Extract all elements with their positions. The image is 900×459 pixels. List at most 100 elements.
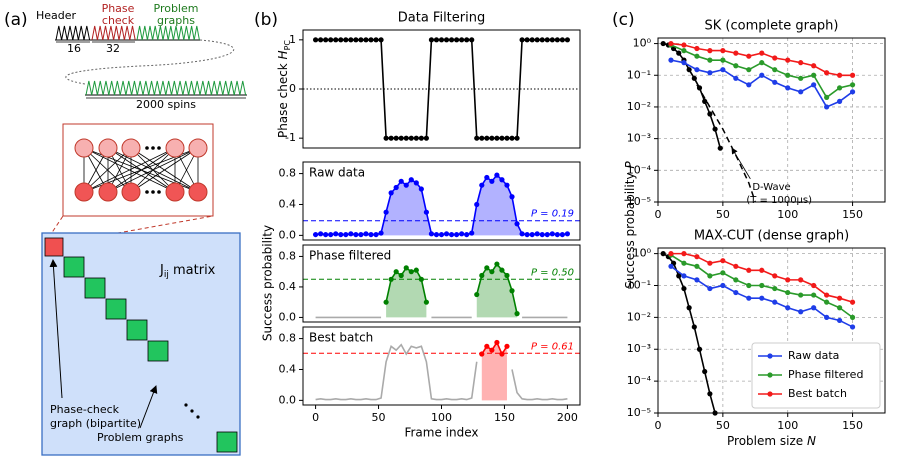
marker: [393, 184, 399, 191]
zoom-line: [44, 215, 64, 244]
y-tick-label: 1: [289, 33, 296, 46]
marker: [333, 231, 339, 237]
phase-pulse: [123, 25, 131, 41]
marker: [686, 305, 692, 311]
panel-inset-label: Best batch: [309, 331, 373, 345]
marker: [720, 282, 726, 289]
marker: [707, 111, 713, 117]
problem-block: [147, 340, 169, 362]
marker: [368, 231, 374, 238]
marker: [785, 305, 791, 311]
line: [670, 59, 854, 108]
marker: [559, 231, 565, 238]
edge: [107, 147, 199, 193]
marker: [759, 72, 765, 78]
axes-frame: [302, 244, 581, 323]
marker: [448, 231, 455, 238]
marker: [353, 231, 359, 238]
marker: [849, 314, 856, 320]
marker: [798, 277, 804, 283]
y-tick-label: 10⁰: [633, 37, 652, 50]
x-tick-label: 200: [557, 411, 578, 424]
marker: [694, 45, 700, 52]
marker: [474, 291, 480, 298]
x-tick-label: 50: [372, 411, 386, 424]
problem-pulse: [146, 25, 154, 41]
problem-pulse: [228, 80, 235, 96]
marker: [746, 295, 752, 301]
header-pulse: [77, 25, 85, 41]
ellipsis: [184, 403, 188, 407]
marker: [428, 231, 435, 237]
y-tick-label: 10⁻²: [627, 310, 651, 323]
ellipsis: [196, 415, 200, 419]
problem-pulse: [183, 25, 190, 41]
marker: [408, 177, 414, 183]
marker: [489, 269, 495, 275]
marker: [338, 37, 344, 43]
marker: [733, 289, 739, 296]
problem-block: [84, 277, 106, 299]
y-tick-label: 10⁻⁴: [627, 163, 652, 176]
y-axis-label-part: H: [276, 50, 290, 59]
marker: [454, 37, 460, 43]
marker: [798, 292, 804, 298]
header-length: 16: [67, 42, 81, 55]
marker: [660, 251, 666, 257]
marker: [544, 37, 550, 43]
y-tick-label: 10⁻⁵: [627, 195, 651, 208]
x-axis-label-part: N: [807, 434, 816, 448]
phase-pulse: [129, 25, 136, 41]
problem-pulse: [85, 80, 93, 96]
y-tick-label: 0: [289, 82, 296, 95]
marker: [549, 37, 555, 43]
marker: [469, 37, 475, 43]
x-tick-label: 150: [494, 411, 515, 424]
marker: [720, 57, 726, 63]
marker: [676, 273, 682, 279]
marker: [746, 267, 752, 273]
reference-label: P = 0.61: [531, 341, 574, 352]
marker: [519, 37, 525, 43]
marker: [694, 67, 700, 73]
problem-pulse: [153, 80, 161, 96]
problem-pulse: [193, 80, 201, 96]
marker: [509, 288, 515, 294]
marker: [681, 285, 687, 292]
marker: [772, 67, 778, 73]
x-axis-label-part: Problem size: [727, 434, 807, 448]
marker: [702, 368, 708, 375]
marker: [484, 174, 490, 181]
header-pulse: [55, 25, 63, 41]
marker: [373, 37, 379, 43]
y-tick-label: 10⁻⁵: [627, 406, 651, 419]
marker: [746, 67, 752, 73]
marker: [696, 346, 703, 352]
marker: [733, 263, 739, 269]
marker: [707, 273, 713, 279]
phase-pulse: [102, 25, 109, 41]
marker: [328, 231, 334, 238]
marker: [668, 263, 674, 269]
problem-pulse: [171, 80, 178, 96]
y-tick-label: 10⁻¹: [627, 278, 651, 291]
marker: [524, 37, 530, 43]
legend-label: Phase filtered: [788, 368, 863, 381]
marker: [686, 67, 692, 73]
problem-pulse: [131, 80, 138, 96]
problem-pulse: [165, 80, 172, 96]
marker: [489, 135, 495, 141]
chart-title: Data Filtering: [398, 11, 485, 26]
marker: [837, 295, 843, 301]
annotation: D-Wave: [752, 182, 790, 193]
y-tick-label: 0.0: [279, 228, 297, 241]
marker: [343, 37, 349, 43]
marker: [772, 273, 778, 279]
marker: [720, 48, 726, 54]
marker: [811, 292, 817, 298]
reference-label: P = 0.19: [531, 209, 574, 220]
problem-pulse: [159, 80, 167, 96]
marker: [363, 231, 369, 237]
y-axis-label: Success probability P: [623, 161, 637, 289]
marker: [388, 276, 394, 282]
